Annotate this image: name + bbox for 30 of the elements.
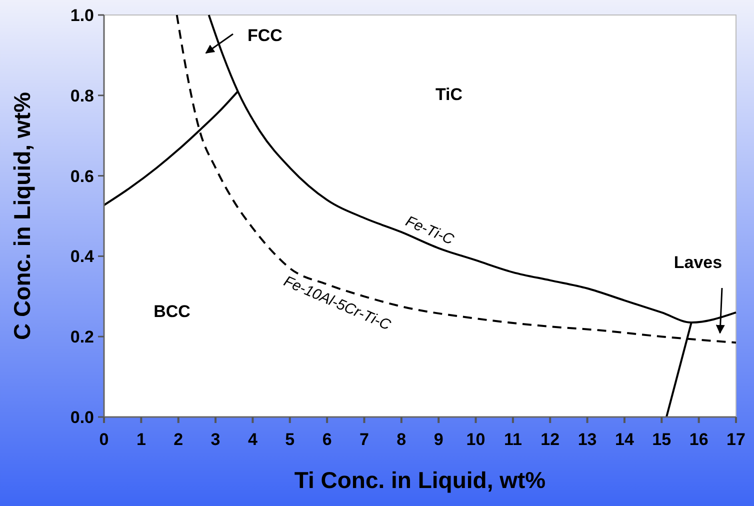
- x-tick-label: 11: [504, 430, 522, 449]
- x-tick-label: 13: [578, 430, 597, 449]
- x-tick-label: 0: [99, 430, 109, 449]
- x-tick-label: 7: [360, 430, 369, 449]
- x-tick-label: 4: [248, 430, 258, 449]
- annotation: BCC: [154, 302, 190, 321]
- x-tick-label: 17: [726, 430, 746, 449]
- x-tick-label: 10: [466, 430, 486, 449]
- x-tick-label: 8: [396, 430, 406, 449]
- x-tick-label: 14: [615, 430, 634, 449]
- x-tick-label: 16: [689, 430, 708, 449]
- annotation: FCC: [248, 26, 282, 45]
- x-tick-label: 9: [434, 430, 444, 449]
- x-tick-label: 5: [285, 430, 295, 449]
- y-axis-title: C Conc. in Liquid, wt%: [9, 92, 35, 340]
- x-tick-label: 2: [174, 430, 184, 449]
- x-tick-label: 15: [652, 430, 672, 449]
- y-tick-label: 0.0: [70, 408, 94, 427]
- y-tick-label: 0.8: [70, 86, 94, 106]
- y-tick-label: 0.6: [70, 166, 94, 186]
- y-tick-label: 0.2: [70, 328, 94, 347]
- x-tick-label: 12: [540, 430, 560, 449]
- annotation: TiC: [435, 85, 463, 104]
- y-tick-label: 0.4: [70, 247, 95, 266]
- x-axis-title: Ti Conc. in Liquid, wt%: [294, 467, 546, 493]
- x-tick-label: 6: [322, 430, 332, 449]
- x-tick-label: 1: [136, 430, 146, 449]
- annotation: Laves: [674, 253, 722, 272]
- x-tick-label: 3: [210, 430, 220, 449]
- y-tick-label: 1.0: [70, 6, 94, 25]
